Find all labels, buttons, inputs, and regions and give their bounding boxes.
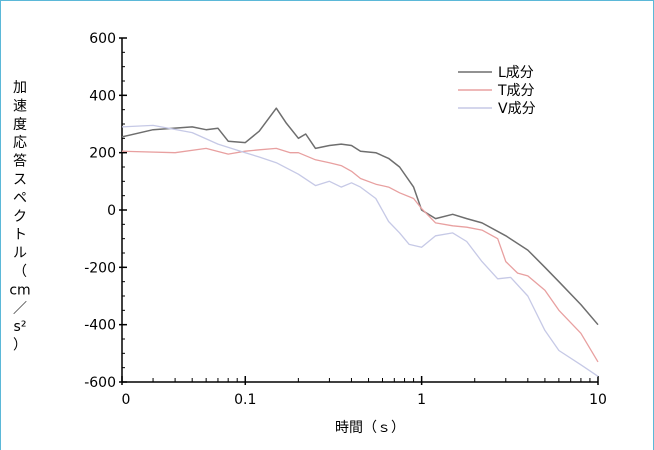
legend-label: V成分 [498,101,536,117]
series-line-2 [121,147,599,363]
x-axis: 0 0.1 1 10 [121,376,607,408]
y-axis-title-char: 加 [13,80,27,96]
y-tick-label: 600 [89,31,116,47]
y-axis-title-char: （ [13,264,27,280]
y-axis-title-char: 度 [13,117,27,133]
y-axis-title-char: cm [9,282,30,298]
y-axis-title-char: ス [13,172,27,188]
frame-top-border [0,0,654,1]
x-tick-label: 0 [122,392,131,408]
legend-label: T成分 [497,83,535,99]
y-tick-label: 200 [89,146,116,162]
y-tick-label: -200 [84,260,116,276]
y-axis-title-char: ） [13,338,27,354]
x-axis-title: 時間（ｓ） [335,420,405,436]
x-tick-label: 1 [417,392,426,408]
legend: L成分 T成分 V成分 [458,65,536,117]
y-axis-title-char: ク [13,209,27,225]
y-axis-title-char: 速 [13,98,27,114]
series-layer [121,107,599,377]
series-line-1 [121,107,599,326]
y-axis-title-char: ト [13,227,27,243]
series-line-3 [121,124,599,377]
y-tick-label: 0 [107,203,116,219]
legend-label: L成分 [498,65,534,81]
frame-left-border [0,0,1,450]
y-tick-label: -600 [84,375,116,391]
x-tick-label: 0.1 [234,392,256,408]
y-axis-title-char: s² [14,319,27,335]
y-axis: 600 400 200 0 -200 -400 -600 [84,31,127,391]
y-axis-title-char: ル [13,246,27,262]
y-tick-label: 400 [89,88,116,104]
y-tick-label: -400 [84,318,116,334]
y-axis-title-char: ／ [13,301,27,317]
y-axis-title-char: 答 [13,153,27,170]
x-tick-label: 10 [589,392,607,408]
y-axis-title-char: ペ [13,190,27,206]
y-axis-title-char: 応 [13,135,27,151]
